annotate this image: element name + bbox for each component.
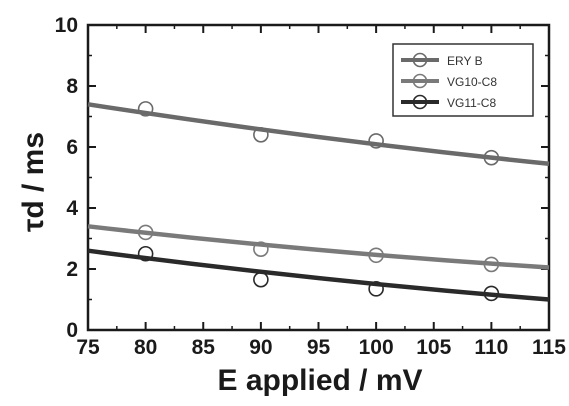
x-tick-label: 100 — [359, 336, 394, 359]
x-tick-label: 110 — [474, 336, 508, 359]
legend-marker — [412, 52, 428, 68]
fit-line-series-2 — [87, 224, 550, 270]
y-tick-label: 2 — [66, 258, 78, 281]
x-tick-label: 85 — [192, 336, 216, 359]
y-axis-title: τd / ms — [17, 132, 50, 232]
data-point-series-1 — [137, 101, 154, 117]
data-point-series-1 — [483, 149, 500, 166]
x-axis-title: E applied / mV — [217, 364, 422, 397]
y-tick-label: 0 — [66, 319, 78, 342]
x-tick-label: 80 — [134, 336, 157, 359]
legend-marker — [412, 94, 428, 110]
y-tick-label: 10 — [55, 14, 78, 37]
data-point-series-1 — [368, 133, 384, 149]
y-tick-label: 8 — [66, 75, 78, 98]
legend: ERY B VG10-C8 VG11-C8 — [392, 43, 534, 117]
x-tick-label: 115 — [532, 336, 566, 359]
fit-line-series-3 — [87, 248, 550, 302]
data-point-series-3 — [483, 285, 500, 302]
x-tick-label: 95 — [307, 336, 331, 359]
data-point-series-3 — [137, 245, 154, 262]
data-point-series-3 — [368, 281, 384, 297]
legend-label: ERY B — [447, 54, 483, 68]
x-tick-label: 75 — [76, 336, 100, 359]
x-tick-label: 105 — [416, 336, 451, 359]
axes-layer: 75 80 85 90 95 100 105 110 115 0 2 4 6 8 10 — [55, 14, 567, 359]
data-point-series-2 — [137, 224, 154, 241]
data-point-series-2 — [253, 241, 269, 257]
fit-lines-layer — [87, 102, 550, 302]
legend-label: VG10-C8 — [447, 75, 497, 89]
y-tick-label: 6 — [66, 136, 78, 159]
legend-label: VG11-C8 — [447, 96, 496, 110]
x-tick-label: 90 — [249, 336, 272, 359]
data-point-series-2 — [483, 256, 500, 273]
legend-marker — [412, 73, 428, 89]
data-point-series-1 — [253, 127, 269, 143]
data-point-series-3 — [253, 271, 269, 288]
y-tick-label: 4 — [66, 197, 78, 220]
data-points-layer — [137, 101, 500, 302]
data-point-series-2 — [368, 247, 384, 264]
